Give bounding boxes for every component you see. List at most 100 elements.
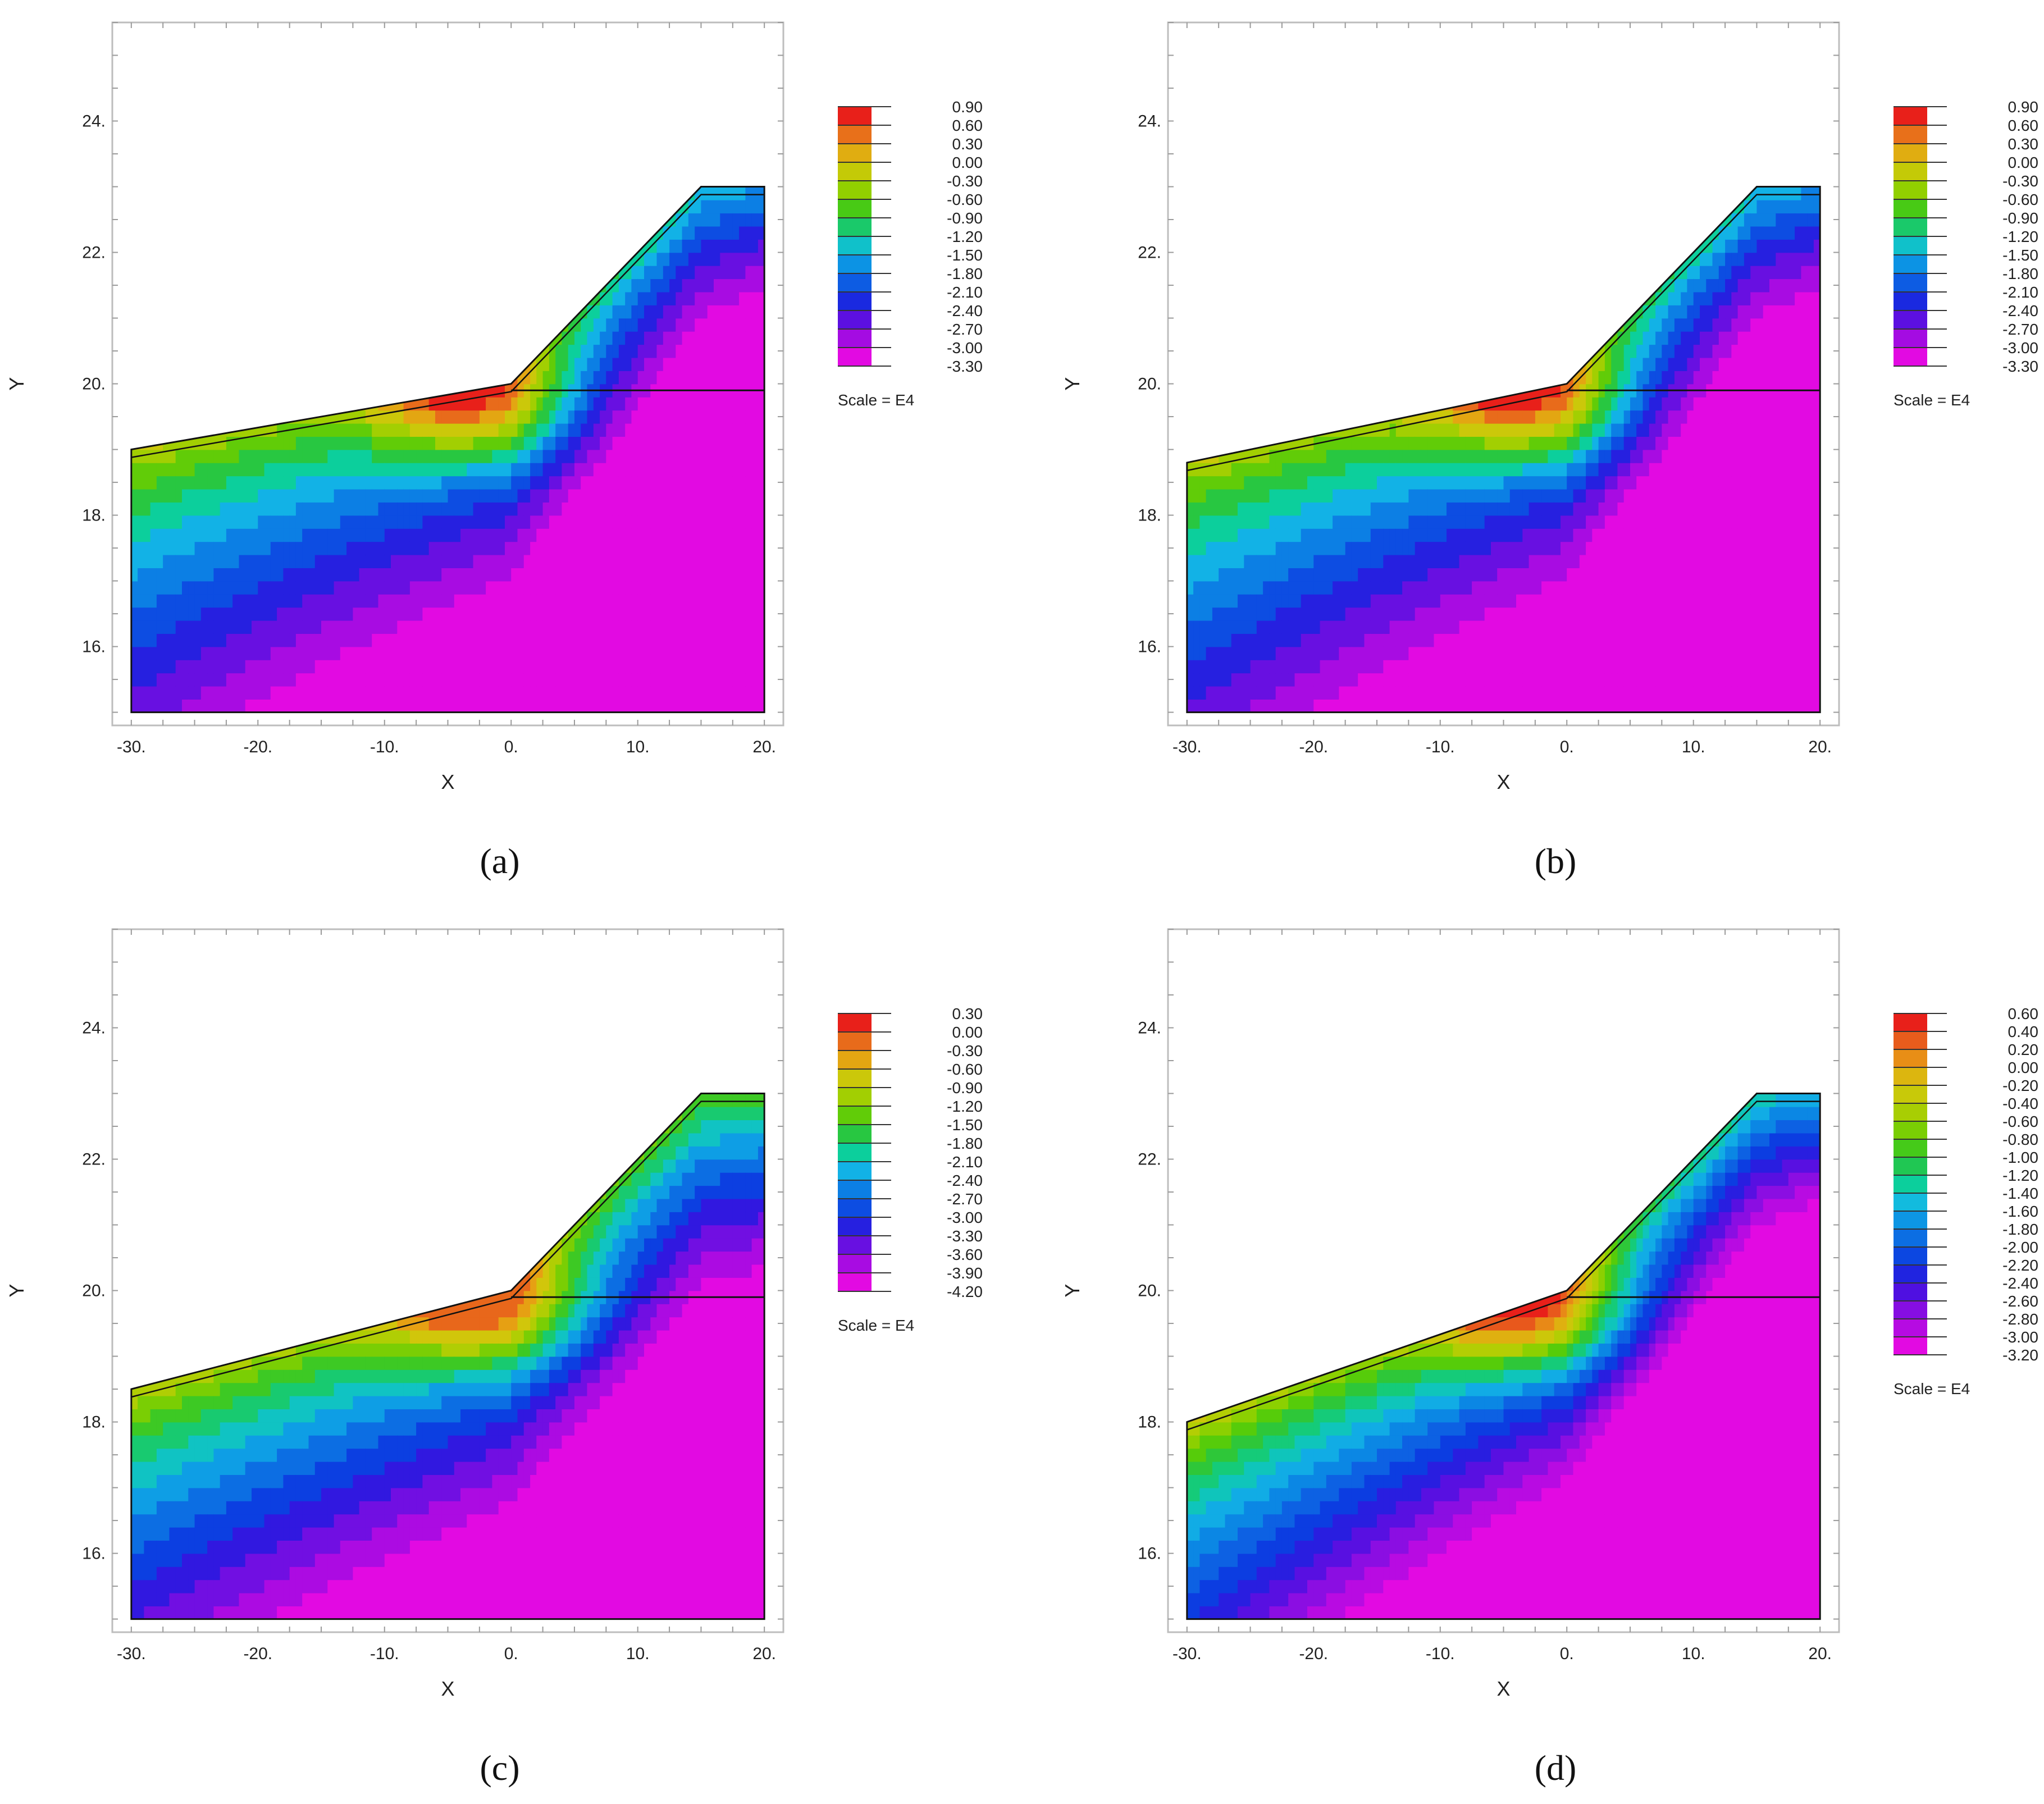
contour-cell: [213, 476, 220, 489]
contour-cell: [1219, 699, 1225, 713]
contour-cell: [201, 699, 208, 713]
contour-cell: [315, 699, 322, 713]
legend-value: -1.20: [947, 228, 983, 245]
contour-cell: [1212, 607, 1219, 620]
contour-cell: [182, 673, 189, 686]
contour-cell: [416, 686, 423, 700]
contour-cell: [239, 463, 246, 476]
contour-cell: [727, 305, 733, 318]
contour-cell: [372, 607, 378, 620]
contour-cell: [1251, 620, 1257, 634]
contour-cell: [1282, 568, 1289, 581]
contour-cell: [562, 358, 568, 371]
contour-cell: [366, 450, 372, 463]
contour-cell: [638, 292, 645, 305]
contour-cell: [682, 594, 689, 608]
contour-cell: [176, 541, 182, 555]
x-tick-label: -20.: [243, 738, 272, 756]
contour-cell: [727, 489, 733, 503]
contour-cell: [714, 581, 720, 595]
contour-cell: [644, 371, 651, 384]
contour-cell: [663, 305, 670, 318]
contour-cell: [574, 660, 581, 673]
contour-cell: [340, 423, 347, 437]
contour-cell: [346, 515, 353, 529]
contour-cell: [283, 660, 290, 673]
contour-cell: [1187, 607, 1194, 620]
contour-cell: [170, 647, 176, 660]
contour-cell: [663, 371, 670, 384]
legend-value: -2.40: [947, 302, 983, 319]
contour-cell: [708, 581, 714, 595]
contour-cell: [1257, 476, 1263, 489]
contour-cell: [752, 528, 759, 542]
contour-cell: [714, 528, 720, 542]
contour-cell: [144, 620, 150, 634]
contour-cell: [574, 423, 581, 437]
contour-cell: [157, 673, 163, 686]
contour-cell: [327, 423, 334, 437]
contour-cell: [138, 673, 144, 686]
contour-cell: [366, 620, 372, 634]
contour-cell: [581, 581, 587, 595]
contour-cell: [657, 673, 664, 686]
contour-cell: [650, 555, 657, 568]
contour-cell: [182, 699, 189, 713]
contour-cell: [688, 344, 695, 358]
contour-cell: [327, 633, 334, 647]
contour-cell: [480, 502, 486, 515]
contour-cell: [600, 594, 606, 608]
contour-cell: [613, 502, 619, 515]
contour-cell: [467, 699, 473, 713]
contour-cell: [606, 358, 613, 371]
contour-cell: [435, 436, 442, 450]
contour-cell: [207, 594, 214, 608]
contour-cell: [296, 528, 303, 542]
contour-cell: [321, 463, 328, 476]
contour-cell: [720, 331, 727, 345]
contour-cell: [682, 673, 689, 686]
contour-cell: [188, 489, 195, 503]
contour-cell: [1251, 568, 1257, 581]
contour-cell: [708, 397, 714, 410]
contour-cell: [334, 476, 341, 489]
contour-cell: [334, 620, 341, 634]
contour-cell: [688, 266, 695, 279]
contour-cell: [252, 463, 258, 476]
contour-cell: [1206, 699, 1213, 713]
contour-cell: [334, 555, 341, 568]
contour-cell: [600, 647, 606, 660]
contour-cell: [1199, 673, 1206, 686]
contour-cell: [1269, 568, 1276, 581]
contour-cell: [372, 515, 378, 529]
contour-cell: [650, 318, 657, 332]
contour-cell: [1225, 647, 1232, 660]
contour-cell: [1276, 581, 1283, 595]
contour-cell: [587, 528, 594, 542]
contour-cell: [613, 318, 619, 332]
contour-cell: [302, 423, 309, 437]
contour-cell: [296, 489, 303, 503]
contour-cell: [290, 489, 296, 503]
contour-cell: [701, 581, 708, 595]
contour-cell: [226, 489, 233, 503]
contour-cell: [650, 620, 657, 634]
contour-cell: [739, 318, 746, 332]
contour-cell: [682, 331, 689, 345]
contour-cell: [1187, 594, 1194, 608]
contour-cell: [340, 515, 347, 529]
contour-cell: [239, 581, 246, 595]
legend-swatch: [838, 236, 872, 255]
contour-cell: [688, 410, 695, 423]
contour-cell: [739, 620, 746, 634]
contour-cell: [271, 620, 277, 634]
contour-cell: [644, 594, 651, 608]
contour-cell: [688, 515, 695, 529]
contour-cell: [568, 410, 575, 423]
contour-cell: [226, 528, 233, 542]
contour-cell: [1301, 463, 1308, 476]
contour-cell: [429, 633, 436, 647]
contour-cell: [708, 450, 714, 463]
contour-cell: [460, 660, 467, 673]
contour-cell: [733, 660, 740, 673]
